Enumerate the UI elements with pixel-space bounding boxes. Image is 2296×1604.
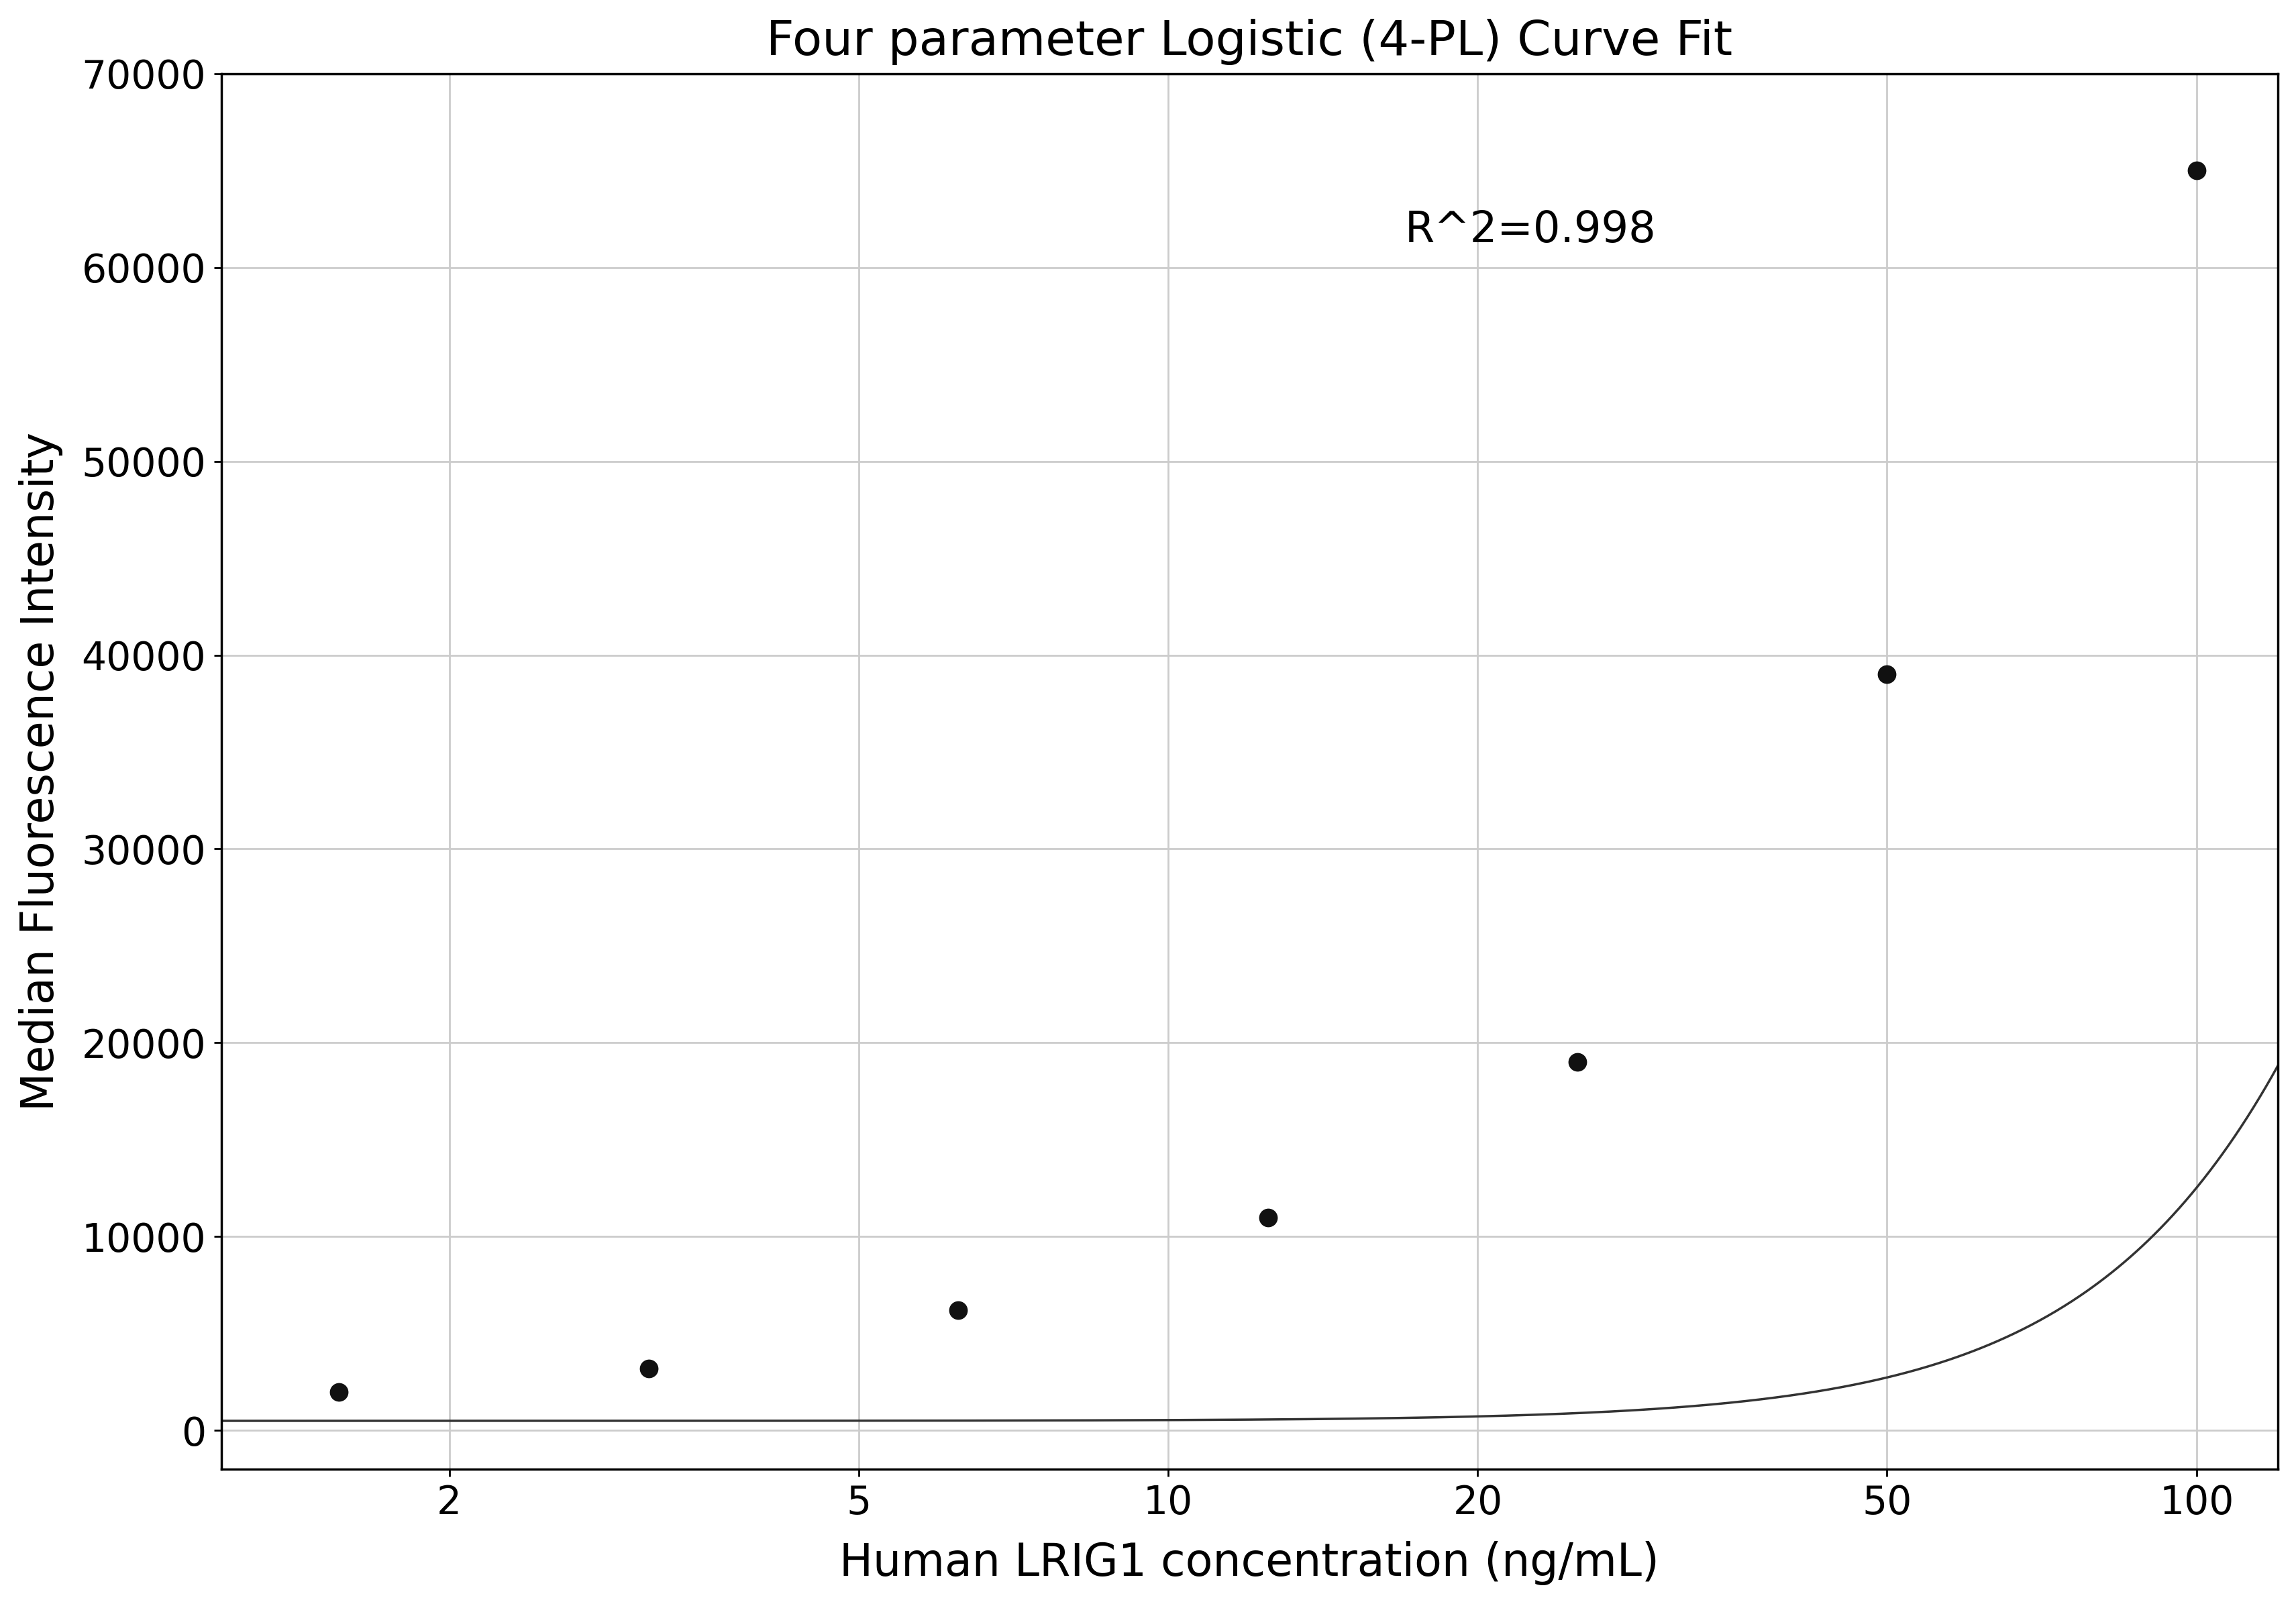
Y-axis label: Median Fluorescence Intensity: Median Fluorescence Intensity xyxy=(18,431,62,1112)
Point xyxy=(629,1355,666,1381)
Text: R^2=0.998: R^2=0.998 xyxy=(1405,209,1655,250)
Point xyxy=(321,1379,358,1405)
Title: Four parameter Logistic (4-PL) Curve Fit: Four parameter Logistic (4-PL) Curve Fit xyxy=(767,19,1731,64)
Point xyxy=(2177,157,2213,183)
X-axis label: Human LRIG1 concentration (ng/mL): Human LRIG1 concentration (ng/mL) xyxy=(840,1541,1660,1585)
Point xyxy=(1559,1049,1596,1075)
Point xyxy=(1249,1205,1286,1230)
Point xyxy=(1869,661,1906,687)
Point xyxy=(939,1298,976,1323)
